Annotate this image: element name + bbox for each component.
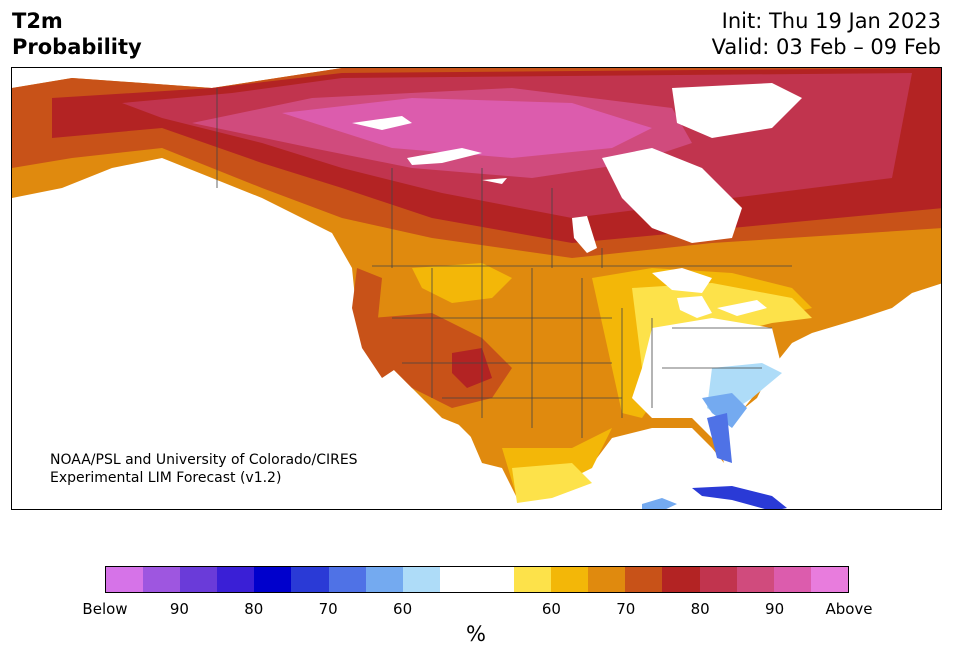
colorbar-segment <box>439 567 477 592</box>
colorbar-segment <box>551 567 589 592</box>
colorbar-segment <box>254 567 292 592</box>
colorbar-segment <box>699 567 737 592</box>
colorbar-tick-label: Above <box>825 600 873 618</box>
colorbar-tick-label: 80 <box>244 600 264 618</box>
colorbar-segment <box>662 567 700 592</box>
credit-line-1: NOAA/PSL and University of Colorado/CIRE… <box>50 452 358 468</box>
colorbar-segment <box>328 567 366 592</box>
colorbar-segment <box>143 567 181 592</box>
colorbar-segment <box>736 567 774 592</box>
colorbar-tick-label: 80 <box>690 600 710 618</box>
colorbar-tick-label: 60 <box>393 600 413 618</box>
colorbar-segment <box>106 567 144 592</box>
colorbar-tick-label: 70 <box>616 600 636 618</box>
colorbar <box>105 566 849 593</box>
colorbar-tick-label: 60 <box>541 600 561 618</box>
colorbar-segment <box>773 567 811 592</box>
colorbar-segment <box>810 567 848 592</box>
colorbar-segment <box>365 567 403 592</box>
variable-label: T2m <box>12 9 63 33</box>
init-date: Init: Thu 19 Jan 2023 <box>721 9 941 33</box>
north-america-map <box>12 68 941 509</box>
probability-map: NOAA/PSL and University of Colorado/CIRE… <box>11 67 942 510</box>
forecast-dates: Init: Thu 19 Jan 2023 Valid: 03 Feb – 09… <box>712 8 941 60</box>
colorbar-tick-label: 90 <box>169 600 189 618</box>
colorbar-tick-label: Below <box>82 600 128 618</box>
map-title: T2m Probability <box>12 8 142 60</box>
colorbar-segment <box>476 567 515 592</box>
colorbar-segment <box>514 567 552 592</box>
colorbar-segment <box>180 567 218 592</box>
colorbar-segment <box>625 567 663 592</box>
colorbar-segment <box>588 567 626 592</box>
colorbar-unit: % <box>466 622 486 646</box>
valid-range: Valid: 03 Feb – 09 Feb <box>711 35 941 59</box>
credit-text: NOAA/PSL and University of Colorado/CIRE… <box>50 451 358 487</box>
credit-line-2: Experimental LIM Forecast (v1.2) <box>50 470 282 486</box>
colorbar-segment <box>402 567 440 592</box>
colorbar-segment <box>217 567 255 592</box>
product-label: Probability <box>12 35 142 59</box>
colorbar-segment <box>291 567 329 592</box>
colorbar-tick-label: 90 <box>765 600 785 618</box>
colorbar-tick-label: 70 <box>318 600 338 618</box>
political-borders <box>216 88 792 438</box>
